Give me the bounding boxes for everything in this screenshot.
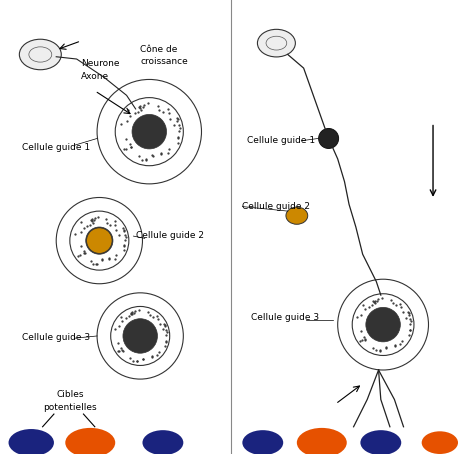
Text: Cellule guide 1: Cellule guide 1 (247, 136, 315, 145)
Text: Cellule guide 2: Cellule guide 2 (243, 202, 310, 211)
Ellipse shape (360, 430, 401, 454)
Ellipse shape (286, 207, 308, 224)
Ellipse shape (422, 431, 458, 454)
Text: potentielles: potentielles (43, 403, 97, 411)
Circle shape (366, 307, 401, 342)
Ellipse shape (142, 430, 183, 454)
Text: Cône de: Cône de (140, 45, 177, 54)
Circle shape (86, 227, 113, 254)
Ellipse shape (8, 429, 54, 454)
Text: croissance: croissance (140, 57, 188, 65)
Text: Cellule guide 2: Cellule guide 2 (136, 232, 204, 240)
Text: Axone: Axone (81, 73, 109, 81)
Ellipse shape (297, 428, 347, 454)
Circle shape (123, 319, 158, 353)
Text: Cellule guide 3: Cellule guide 3 (22, 334, 90, 342)
Ellipse shape (65, 428, 115, 454)
Ellipse shape (243, 430, 283, 454)
Circle shape (132, 114, 166, 149)
Text: Cellule guide 1: Cellule guide 1 (22, 143, 90, 152)
Text: Cibles: Cibles (56, 390, 84, 399)
Circle shape (87, 228, 112, 253)
Ellipse shape (257, 30, 295, 57)
Ellipse shape (19, 39, 61, 70)
Circle shape (319, 128, 339, 148)
Text: Neurone: Neurone (81, 59, 120, 68)
Text: Cellule guide 3: Cellule guide 3 (251, 313, 320, 322)
